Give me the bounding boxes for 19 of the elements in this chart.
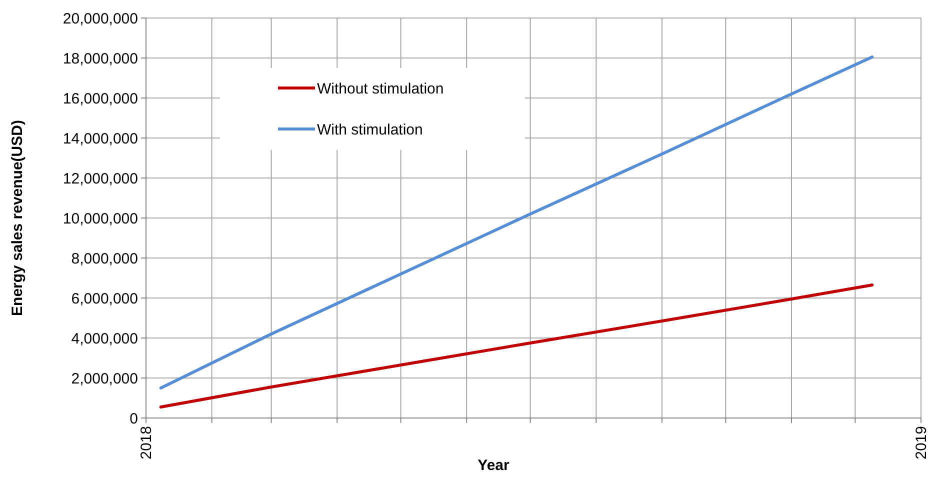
y-tick-label: 0 [130, 410, 138, 428]
line-series [159, 284, 874, 408]
x-axis-title: Year [478, 457, 510, 474]
line-series [159, 56, 874, 390]
x-tick-label: 2019 [913, 426, 929, 460]
y-tick-label: 16,000,000 [62, 90, 138, 108]
y-tick-label: 8,000,000 [71, 250, 138, 268]
y-tick-label: 12,000,000 [62, 170, 138, 188]
y-tick-label: 6,000,000 [71, 290, 138, 308]
y-tick-label: 2,000,000 [71, 370, 138, 388]
legend-label: Without stimulation [317, 80, 444, 98]
y-tick-label: 18,000,000 [62, 50, 138, 68]
y-axis-title: Energy sales revenue(USD) [9, 120, 26, 316]
y-tick-label: 20,000,000 [62, 10, 138, 28]
y-tick-label: 10,000,000 [62, 210, 138, 228]
x-tick-label: 2018 [138, 426, 155, 460]
y-tick-label: 14,000,000 [62, 130, 138, 148]
legend-label: With stimulation [317, 121, 423, 138]
y-tick-label: 4,000,000 [71, 330, 138, 348]
